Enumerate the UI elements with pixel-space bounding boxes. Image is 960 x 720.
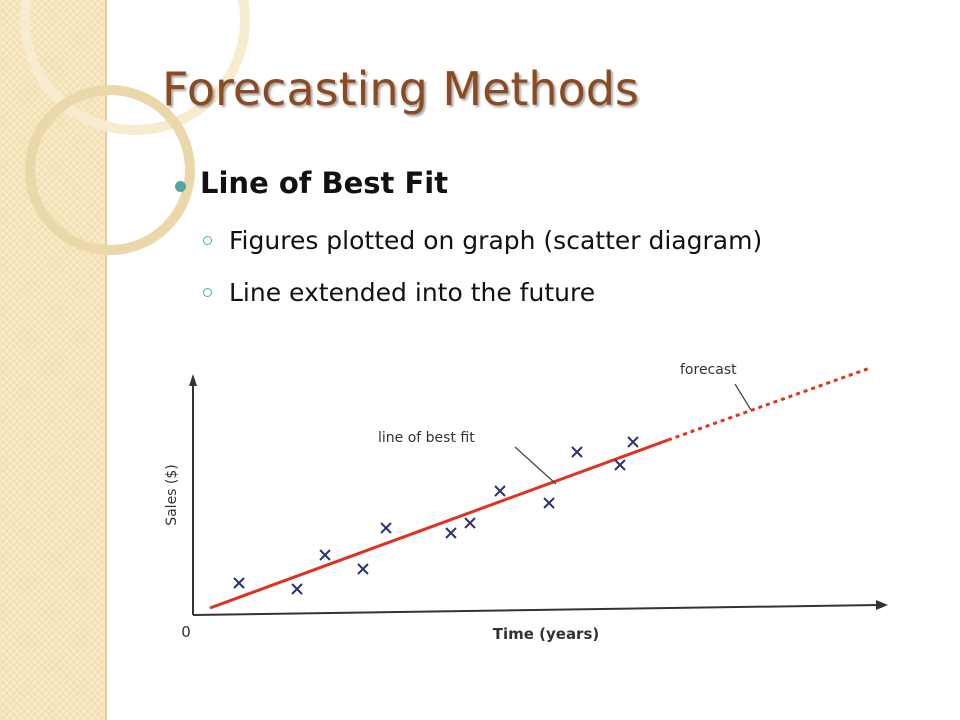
annotation: line of best fit [378,430,475,446]
point [627,436,639,448]
point [543,497,555,509]
sub-bullet-text: Line extended into the future [229,278,596,307]
leader-line [734,383,752,411]
point [380,522,392,534]
x-arrow [876,600,888,610]
leader-line [514,446,557,485]
decor-circle [20,0,250,135]
sub-bullet-text: Figures plotted on graph (scatter diagra… [229,226,763,255]
points [233,436,639,595]
x-axis-label: Time (years) [493,625,600,643]
bullet-dot [175,181,186,192]
point [614,459,626,471]
point [571,446,583,458]
y-arrow [189,374,197,386]
forecast-line [667,366,871,442]
best-fit-line [209,438,669,610]
point [319,549,331,561]
slide-title: Forecasting Methods [162,62,639,116]
y-axis-label: Sales ($) [164,464,180,526]
sub-bullet-ring [203,288,212,297]
annotation: forecast [680,362,737,378]
x-axis [192,604,879,616]
axes [192,382,879,616]
point [494,485,506,497]
bullet-text: Line of Best Fit [200,166,449,200]
point [464,517,476,529]
sub-bullet-ring [203,236,212,245]
origin-label: 0 [181,623,191,641]
point [233,577,245,589]
point [445,527,457,539]
decor-circle [25,85,195,255]
point [357,563,369,575]
point [291,583,303,595]
